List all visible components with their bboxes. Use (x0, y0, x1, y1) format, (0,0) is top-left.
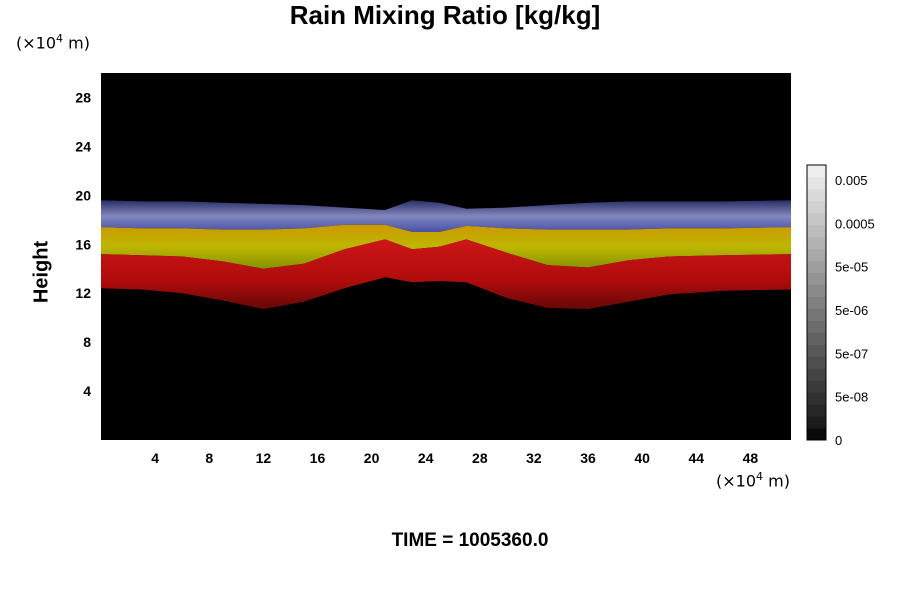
colorbar-swatch (807, 224, 826, 238)
x-tick-label: 12 (256, 450, 272, 466)
time-label: TIME = 1005360.0 (391, 530, 549, 551)
x-tick-label: 48 (743, 450, 759, 466)
colorbar-swatch (807, 272, 826, 286)
x-tick-label: 16 (310, 450, 326, 466)
colorbar-swatch (807, 260, 826, 274)
y-tick-label: 20 (75, 187, 91, 203)
colorbar-swatch (807, 392, 826, 405)
colorbar-swatch (807, 320, 826, 333)
colorbar-swatch (807, 416, 826, 429)
colorbar-label: 0.0005 (835, 216, 875, 231)
x-tick-label: 32 (526, 450, 542, 466)
y-tick-label: 16 (75, 236, 91, 252)
colorbar-swatch (807, 284, 826, 298)
colorbar-label: 5e-05 (835, 260, 868, 275)
x-tick-label: 20 (364, 450, 380, 466)
colorbar-frame (806, 164, 827, 441)
y-tick-label: 28 (75, 89, 91, 105)
colorbar-swatch (807, 404, 826, 417)
colorbar-label: 5e-06 (835, 303, 868, 318)
colorbar-label: 0.005 (835, 173, 868, 188)
chart-title: Rain Mixing Ratio [kg/kg] (289, 0, 601, 30)
y-tick-label: 12 (75, 285, 91, 301)
colorbar-swatch (807, 212, 826, 226)
colorbar-swatch (807, 380, 826, 393)
x-tick-label: 28 (472, 450, 488, 466)
x-tick-label: 8 (205, 450, 213, 466)
x-tick-label: 4 (151, 450, 159, 466)
colorbar-swatch (807, 188, 826, 202)
colorbar-swatch (807, 308, 826, 321)
x-tick-label: 44 (689, 450, 705, 466)
colorbar-swatch (807, 236, 826, 250)
band-red (101, 239, 791, 310)
colorbar-label: 5e-07 (835, 346, 868, 361)
x-tick-label: 40 (634, 450, 650, 466)
y-tick-label: 4 (83, 383, 91, 399)
colorbar-label: 0 (835, 433, 842, 448)
x-unit-label: (×104 m) (716, 470, 790, 491)
colorbar-swatch (807, 200, 826, 214)
x-tick-label: 24 (418, 450, 434, 466)
y-unit-label: (×104 m) (16, 32, 90, 53)
colorbar-swatch (807, 344, 826, 357)
colorbar-swatch (807, 332, 826, 345)
colorbar-swatch (807, 165, 826, 178)
y-tick-label: 8 (83, 334, 91, 350)
y-tick-label: 24 (75, 138, 91, 154)
colorbar-swatch (807, 248, 826, 262)
x-tick-label: 36 (580, 450, 596, 466)
colorbar-swatch (807, 176, 826, 190)
band-blue (101, 200, 791, 232)
colorbar-swatch (807, 296, 826, 309)
band-yellow (101, 224, 791, 269)
colorbar-swatch (807, 368, 826, 381)
colorbar-swatch (807, 356, 826, 369)
colorbar-label: 5e-08 (835, 390, 868, 405)
colorbar-swatch (807, 428, 826, 441)
